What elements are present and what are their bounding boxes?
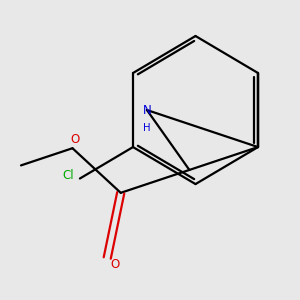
Text: O: O xyxy=(71,133,80,146)
Text: Cl: Cl xyxy=(62,169,74,182)
Text: N: N xyxy=(142,103,151,116)
Text: O: O xyxy=(110,257,119,271)
Text: H: H xyxy=(143,123,151,133)
